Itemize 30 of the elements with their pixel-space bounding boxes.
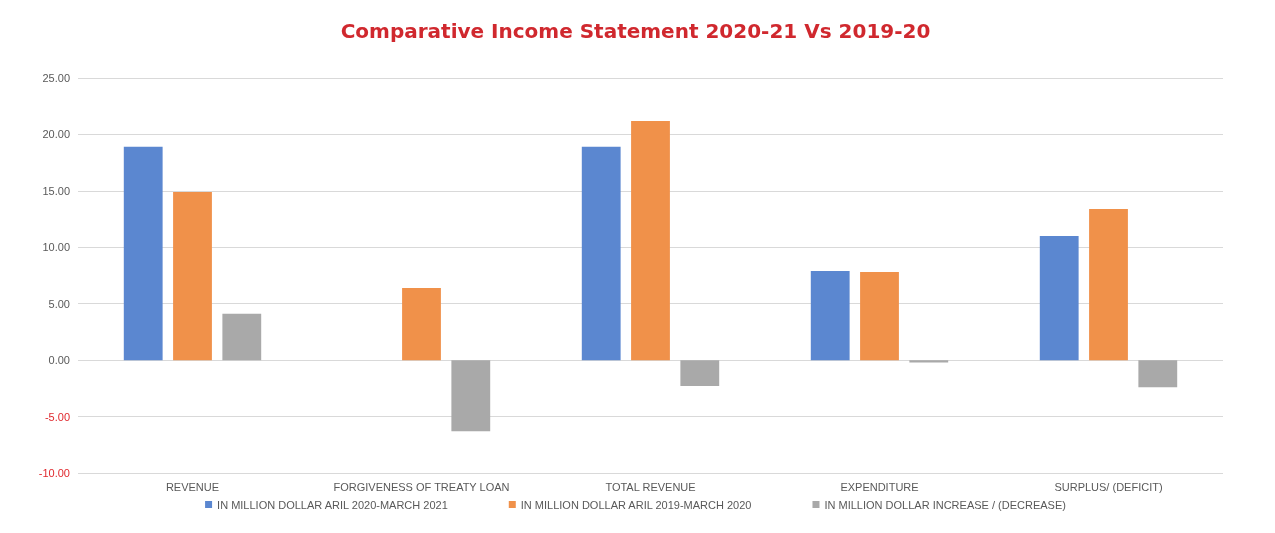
y-tick-label: 20.00 (42, 128, 70, 141)
y-tick-label: 15.00 (42, 184, 70, 197)
y-tick-label: -10.00 (38, 467, 70, 479)
bar (1039, 236, 1079, 361)
y-tick-label: 25.00 (42, 72, 70, 84)
x-tick-label: TOTAL REVENUE (605, 480, 696, 493)
bar (222, 313, 262, 361)
x-tick-label: REVENUE (165, 480, 220, 493)
chart-title: Comparative Income Statement 2020-21 Vs 2019-20 (340, 19, 931, 43)
bar (173, 191, 212, 361)
bar (1089, 208, 1128, 361)
bar (581, 146, 621, 361)
bar (1138, 360, 1178, 388)
y-tick-label: 5.00 (48, 297, 70, 310)
bar (451, 360, 491, 432)
x-tick-label: SURPLUS/ (DEFICIT) (1054, 480, 1163, 493)
x-tick-label: FORGIVENESS OF TREATY LOAN (333, 480, 510, 493)
bar (123, 146, 163, 361)
legend-label: IN MILLION DOLLAR ARIL 2019-MARCH 2020 (520, 498, 752, 511)
bar (402, 287, 441, 361)
y-tick-label: 10.00 (42, 241, 70, 254)
legend-label: IN MILLION DOLLAR ARIL 2020-MARCH 2021 (217, 498, 448, 511)
y-tick-label: -5.00 (44, 410, 70, 423)
bar (810, 270, 850, 361)
y-tick-label: 0.00 (48, 354, 70, 367)
bar (860, 272, 899, 361)
bar (631, 120, 670, 361)
legend-label: IN MILLION DOLLAR INCREASE / (DECREASE) (824, 498, 1066, 511)
x-tick-label: EXPENDITURE (840, 480, 919, 493)
bar (680, 360, 720, 387)
